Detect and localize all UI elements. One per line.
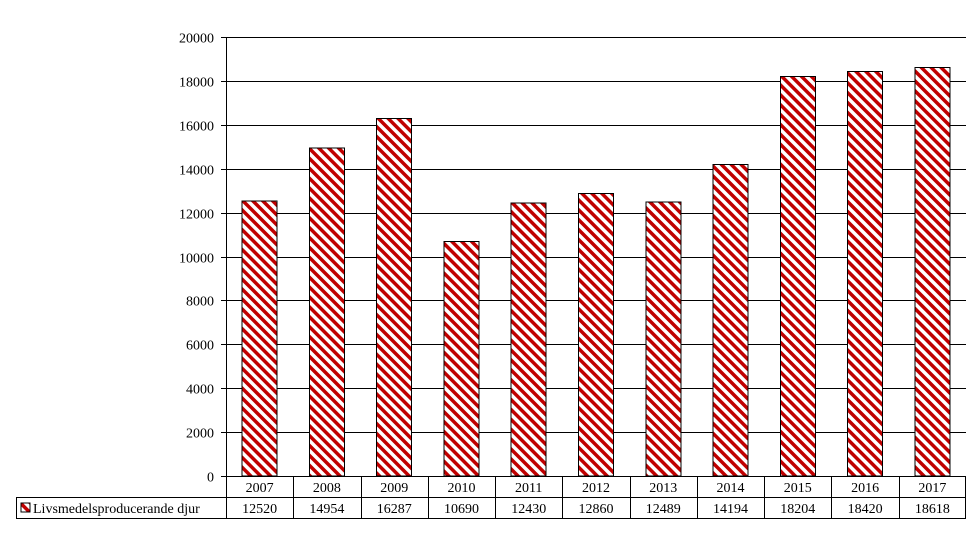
data-table-value: 12430	[511, 502, 546, 517]
data-table-value: 16287	[377, 502, 412, 517]
legend-swatch	[20, 502, 31, 513]
bars	[241, 66, 951, 477]
bar-2007	[241, 200, 278, 477]
bar-2017	[914, 66, 951, 477]
y-tick-label: 10000	[179, 252, 214, 267]
x-category-label: 2011	[515, 481, 542, 496]
data-table-value: 10690	[444, 502, 479, 517]
data-table: 2007 12520 2008 14954 2009 16287 2010 10690 2011…	[16, 476, 966, 519]
x-category-label: 2014	[717, 481, 745, 496]
x-category-label: 2012	[582, 481, 610, 496]
data-table-value: 18420	[848, 502, 883, 517]
bar-2016	[847, 71, 884, 477]
y-tick-label: 14000	[179, 164, 214, 179]
data-table-value: 12489	[646, 502, 681, 517]
x-category-label: 2016	[851, 481, 879, 496]
x-category-label: 2008	[313, 481, 341, 496]
x-category-label: 2007	[246, 481, 274, 496]
bar-2015	[779, 75, 816, 477]
x-category-label: 2009	[380, 481, 408, 496]
y-tick-label: 2000	[186, 427, 214, 442]
bar-2011	[510, 202, 547, 477]
data-table-value: 18618	[915, 502, 950, 517]
data-table-value: 12520	[242, 502, 277, 517]
data-table-value: 18204	[780, 502, 815, 517]
bar-2013	[645, 201, 682, 477]
bar-2010	[443, 240, 480, 477]
x-category-label: 2017	[918, 481, 946, 496]
y-axis-tick-labels: 0 2000 4000 6000 8000 10000 12000 14000 16000 180…	[179, 32, 214, 486]
y-tick-label: 8000	[186, 295, 214, 310]
x-category-label: 2010	[448, 481, 476, 496]
bar-2012	[578, 193, 614, 477]
y-tick-label: 18000	[179, 76, 214, 91]
y-tick-label: 20000	[179, 32, 214, 47]
legend-series-name: Livsmedelsproducerande djur	[33, 502, 200, 517]
data-table-value: 12860	[579, 502, 614, 517]
y-tick-label: 6000	[186, 339, 214, 354]
bar-2008	[308, 147, 345, 477]
x-category-label: 2015	[784, 481, 812, 496]
x-category-label: 2013	[649, 481, 677, 496]
y-tick-label: 16000	[179, 120, 214, 135]
data-table-value: 14954	[309, 502, 344, 517]
y-tick-label: 0	[207, 471, 214, 486]
data-table-value: 14194	[713, 502, 748, 517]
y-tick-label: 12000	[179, 208, 214, 223]
bar-2009	[376, 118, 413, 477]
bar-2014	[712, 163, 749, 477]
y-tick-label: 4000	[186, 383, 214, 398]
